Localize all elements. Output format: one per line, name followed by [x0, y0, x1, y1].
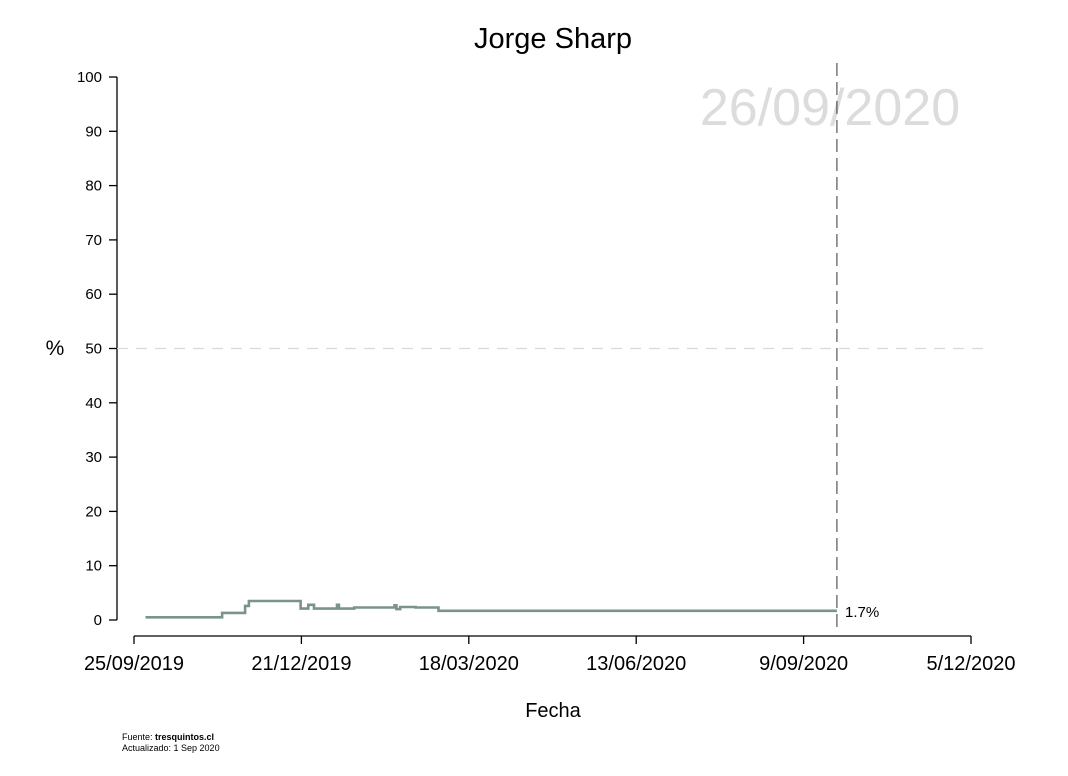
y-tick-label: 0 [94, 612, 102, 629]
y-tick-label: 90 [85, 123, 102, 140]
x-tick-label: 21/12/2019 [251, 653, 351, 675]
source-line: Fuente: tresquintos.cl [122, 732, 220, 743]
y-tick-label: 30 [85, 449, 102, 466]
y-axis-label: % [46, 337, 65, 360]
y-tick-label: 100 [77, 69, 102, 86]
x-tick-label: 5/12/2020 [927, 653, 1016, 675]
x-tick-label: 18/03/2020 [419, 653, 519, 675]
y-tick-label: 20 [85, 503, 102, 520]
y-tick-label: 60 [85, 286, 102, 303]
x-axis-label: Fecha [525, 700, 581, 722]
y-tick-label: 40 [85, 395, 102, 412]
y-tick-label: 50 [85, 341, 102, 358]
source-name: tresquintos.cl [155, 732, 215, 742]
updated-line: Actualizado: 1 Sep 2020 [122, 743, 220, 753]
x-tick-label: 13/06/2020 [586, 653, 686, 675]
chart-title: Jorge Sharp [474, 23, 632, 55]
series-line [145, 599, 837, 619]
y-tick-label: 80 [85, 178, 102, 195]
plot-area: 0 10 20 30 40 50 60 70 80 90 100 25/09/2019 21/12/20… [77, 63, 1016, 675]
y-tick-label: 70 [85, 232, 102, 249]
end-value-label: 1.7% [845, 604, 879, 621]
footer: Fuente: tresquintos.cl Actualizado: 1 Se… [122, 732, 220, 754]
y-tick-label: 10 [85, 558, 102, 575]
x-tick-label: 9/09/2020 [759, 653, 848, 675]
x-tick-label: 25/09/2019 [84, 653, 184, 675]
source-prefix: Fuente: [122, 732, 156, 742]
date-stamp: 26/09/2020 [700, 79, 960, 137]
